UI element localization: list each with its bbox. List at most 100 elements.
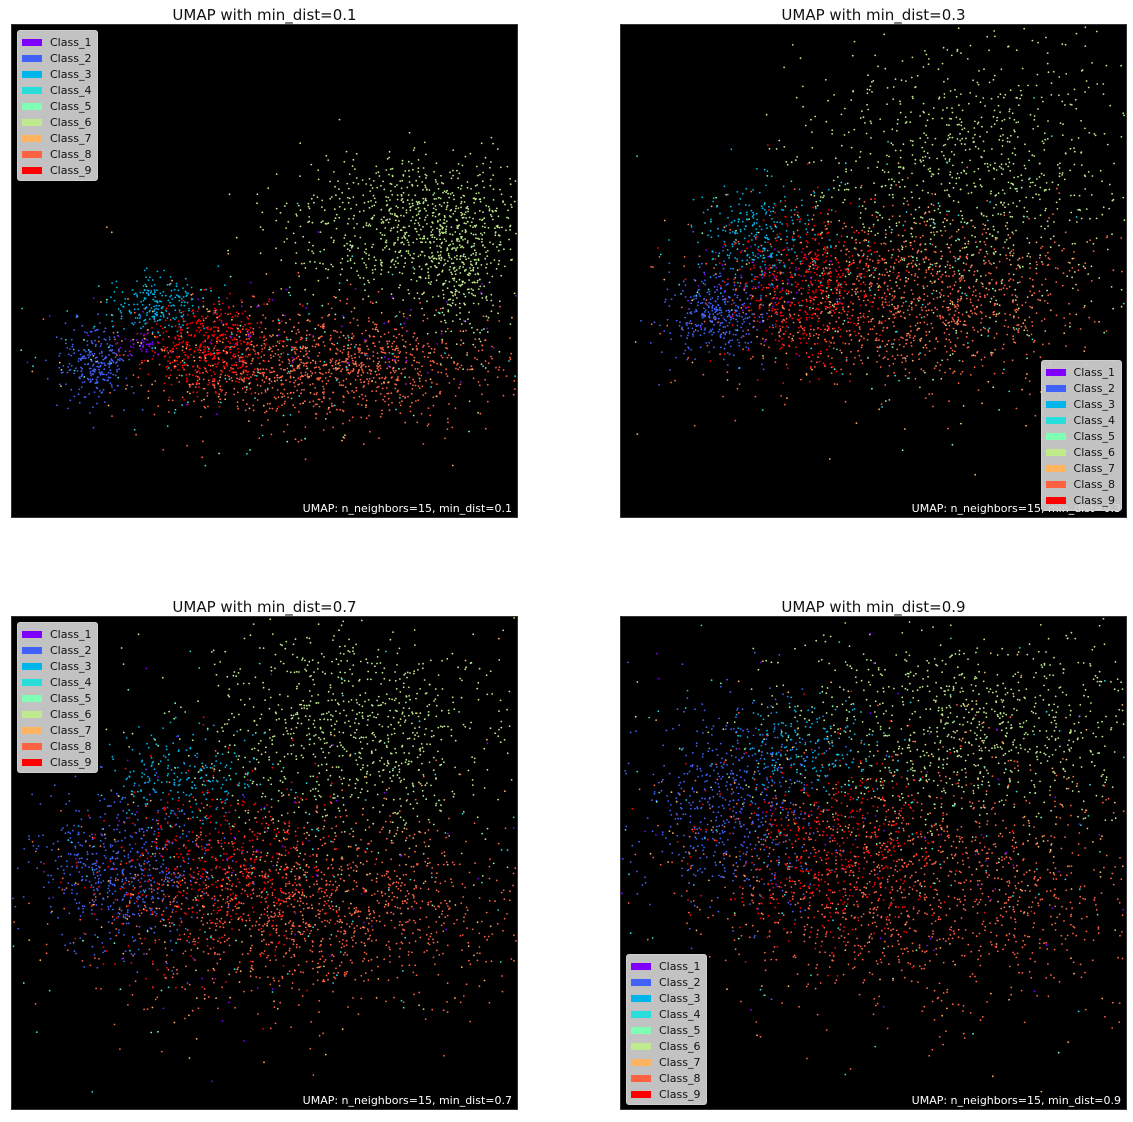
data-point	[418, 374, 420, 376]
data-point	[863, 290, 865, 292]
data-point	[168, 336, 170, 338]
data-point	[320, 373, 322, 375]
data-point	[184, 320, 186, 322]
data-point	[459, 244, 461, 246]
data-point	[369, 431, 371, 433]
data-point	[992, 386, 994, 388]
data-point	[923, 287, 925, 289]
data-point	[423, 238, 425, 240]
data-point	[947, 264, 949, 266]
data-point	[376, 187, 378, 189]
data-point	[1041, 320, 1043, 322]
data-point	[174, 297, 176, 299]
data-point	[186, 378, 188, 380]
data-point	[203, 306, 205, 308]
data-point	[860, 187, 862, 189]
data-point	[232, 368, 234, 370]
data-point	[438, 257, 440, 259]
data-point	[478, 338, 480, 340]
data-point	[167, 352, 169, 354]
data-point	[1008, 182, 1010, 184]
data-point	[246, 453, 248, 455]
data-point	[309, 320, 311, 322]
data-point	[287, 397, 289, 399]
data-point	[453, 262, 455, 264]
data-point	[365, 395, 367, 397]
data-point	[419, 371, 421, 373]
data-point	[31, 371, 33, 373]
data-point	[488, 317, 490, 319]
data-point	[111, 349, 113, 351]
data-point	[296, 390, 298, 392]
data-point	[1036, 178, 1038, 180]
data-point	[157, 302, 159, 304]
data-point	[1024, 143, 1026, 145]
data-point	[900, 166, 902, 168]
data-point	[504, 266, 506, 268]
data-point	[802, 86, 804, 88]
data-point	[957, 138, 959, 140]
data-point	[456, 269, 458, 271]
data-point	[314, 387, 316, 389]
data-point	[1015, 97, 1017, 99]
data-point	[1044, 132, 1046, 134]
data-point	[94, 391, 96, 393]
data-point	[988, 272, 990, 274]
data-point	[365, 253, 367, 255]
data-point	[404, 257, 406, 259]
data-point	[464, 201, 466, 203]
data-point	[256, 379, 258, 381]
data-point	[215, 366, 217, 368]
data-point	[169, 283, 171, 285]
data-point	[1049, 258, 1051, 260]
data-point	[178, 381, 180, 383]
data-point	[185, 374, 187, 376]
data-point	[485, 205, 487, 207]
data-point	[958, 104, 960, 106]
data-point	[485, 251, 487, 253]
data-point	[912, 57, 914, 59]
data-point	[901, 257, 903, 259]
data-point	[1037, 125, 1039, 127]
data-point	[974, 134, 976, 136]
data-point	[421, 268, 423, 270]
data-point	[476, 262, 478, 264]
data-point	[940, 230, 942, 232]
data-point	[248, 378, 250, 380]
data-point	[182, 324, 184, 326]
data-point	[378, 366, 380, 368]
data-point	[378, 374, 380, 376]
data-point	[452, 213, 454, 215]
data-point	[340, 331, 342, 333]
data-point	[385, 362, 387, 364]
data-point	[189, 384, 191, 386]
data-point	[451, 357, 453, 359]
data-point	[1002, 140, 1004, 142]
data-point	[1012, 338, 1014, 340]
data-point	[449, 215, 451, 217]
data-point	[455, 289, 457, 291]
data-point	[958, 124, 960, 126]
data-point	[936, 290, 938, 292]
data-point	[1047, 120, 1049, 122]
data-point	[406, 232, 408, 234]
data-point	[475, 237, 477, 239]
data-point	[172, 400, 174, 402]
data-point	[948, 124, 950, 126]
data-point	[975, 95, 977, 97]
data-point	[92, 343, 94, 345]
data-point	[115, 343, 117, 345]
data-point	[415, 385, 417, 387]
data-point	[267, 187, 269, 189]
data-point	[957, 124, 959, 126]
data-point	[199, 357, 201, 359]
data-point	[351, 358, 353, 360]
data-point	[417, 368, 419, 370]
data-point	[928, 63, 930, 65]
data-point	[917, 75, 919, 77]
data-point	[367, 201, 369, 203]
data-point	[480, 341, 482, 343]
data-point	[59, 384, 61, 386]
data-point	[427, 372, 429, 374]
data-point	[1053, 71, 1055, 73]
